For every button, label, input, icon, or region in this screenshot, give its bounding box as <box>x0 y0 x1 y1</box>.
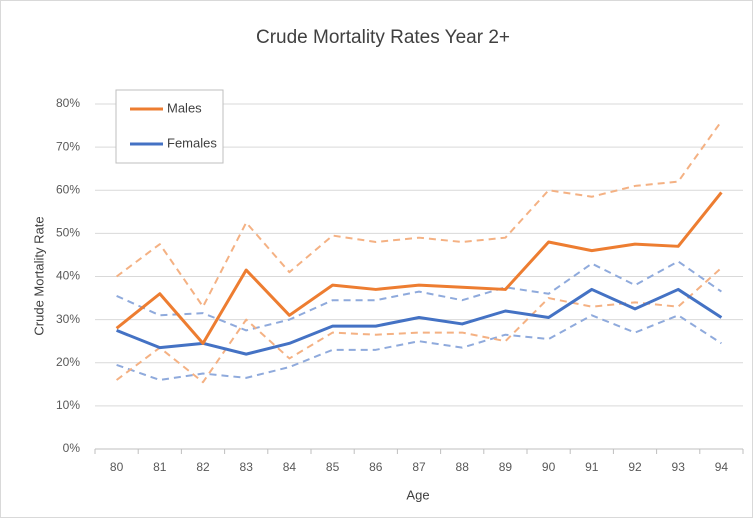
y-tick-label: 70% <box>56 139 80 153</box>
x-tick-label: 90 <box>542 460 556 474</box>
y-tick-label: 40% <box>56 269 80 283</box>
y-tick-label: 80% <box>56 96 80 110</box>
bound-line <box>116 260 722 332</box>
legend-label: Males <box>167 100 202 115</box>
x-tick-label: 87 <box>412 460 426 474</box>
x-axis-title: Age <box>406 487 429 502</box>
x-tick-label: 84 <box>283 460 297 474</box>
y-tick-label: 60% <box>56 182 80 196</box>
x-tick-label: 86 <box>369 460 383 474</box>
x-tick-label: 94 <box>715 460 729 474</box>
x-tick-label: 88 <box>456 460 470 474</box>
x-tick-label: 83 <box>240 460 254 474</box>
bound-line <box>116 120 723 308</box>
y-tick-label: 30% <box>56 312 80 326</box>
x-tick-label: 81 <box>153 460 167 474</box>
y-tick-label: 50% <box>56 226 80 240</box>
series-line <box>116 287 723 356</box>
x-tick-label: 85 <box>326 460 340 474</box>
x-tick-label: 92 <box>628 460 642 474</box>
legend-label: Females <box>167 135 217 150</box>
x-tick-label: 80 <box>110 460 124 474</box>
chart-title: Crude Mortality Rates Year 2+ <box>256 27 510 48</box>
y-tick-label: 0% <box>63 441 81 455</box>
x-tick-label: 91 <box>585 460 599 474</box>
legend-box <box>115 89 224 164</box>
x-tick-label: 93 <box>672 460 686 474</box>
x-tick-label: 82 <box>196 460 210 474</box>
y-tick-label: 10% <box>56 398 80 412</box>
y-tick-label: 20% <box>56 355 80 369</box>
x-tick-label: 89 <box>499 460 513 474</box>
series-line <box>115 191 723 345</box>
y-axis-title: Crude Mortality Rate <box>31 216 46 335</box>
